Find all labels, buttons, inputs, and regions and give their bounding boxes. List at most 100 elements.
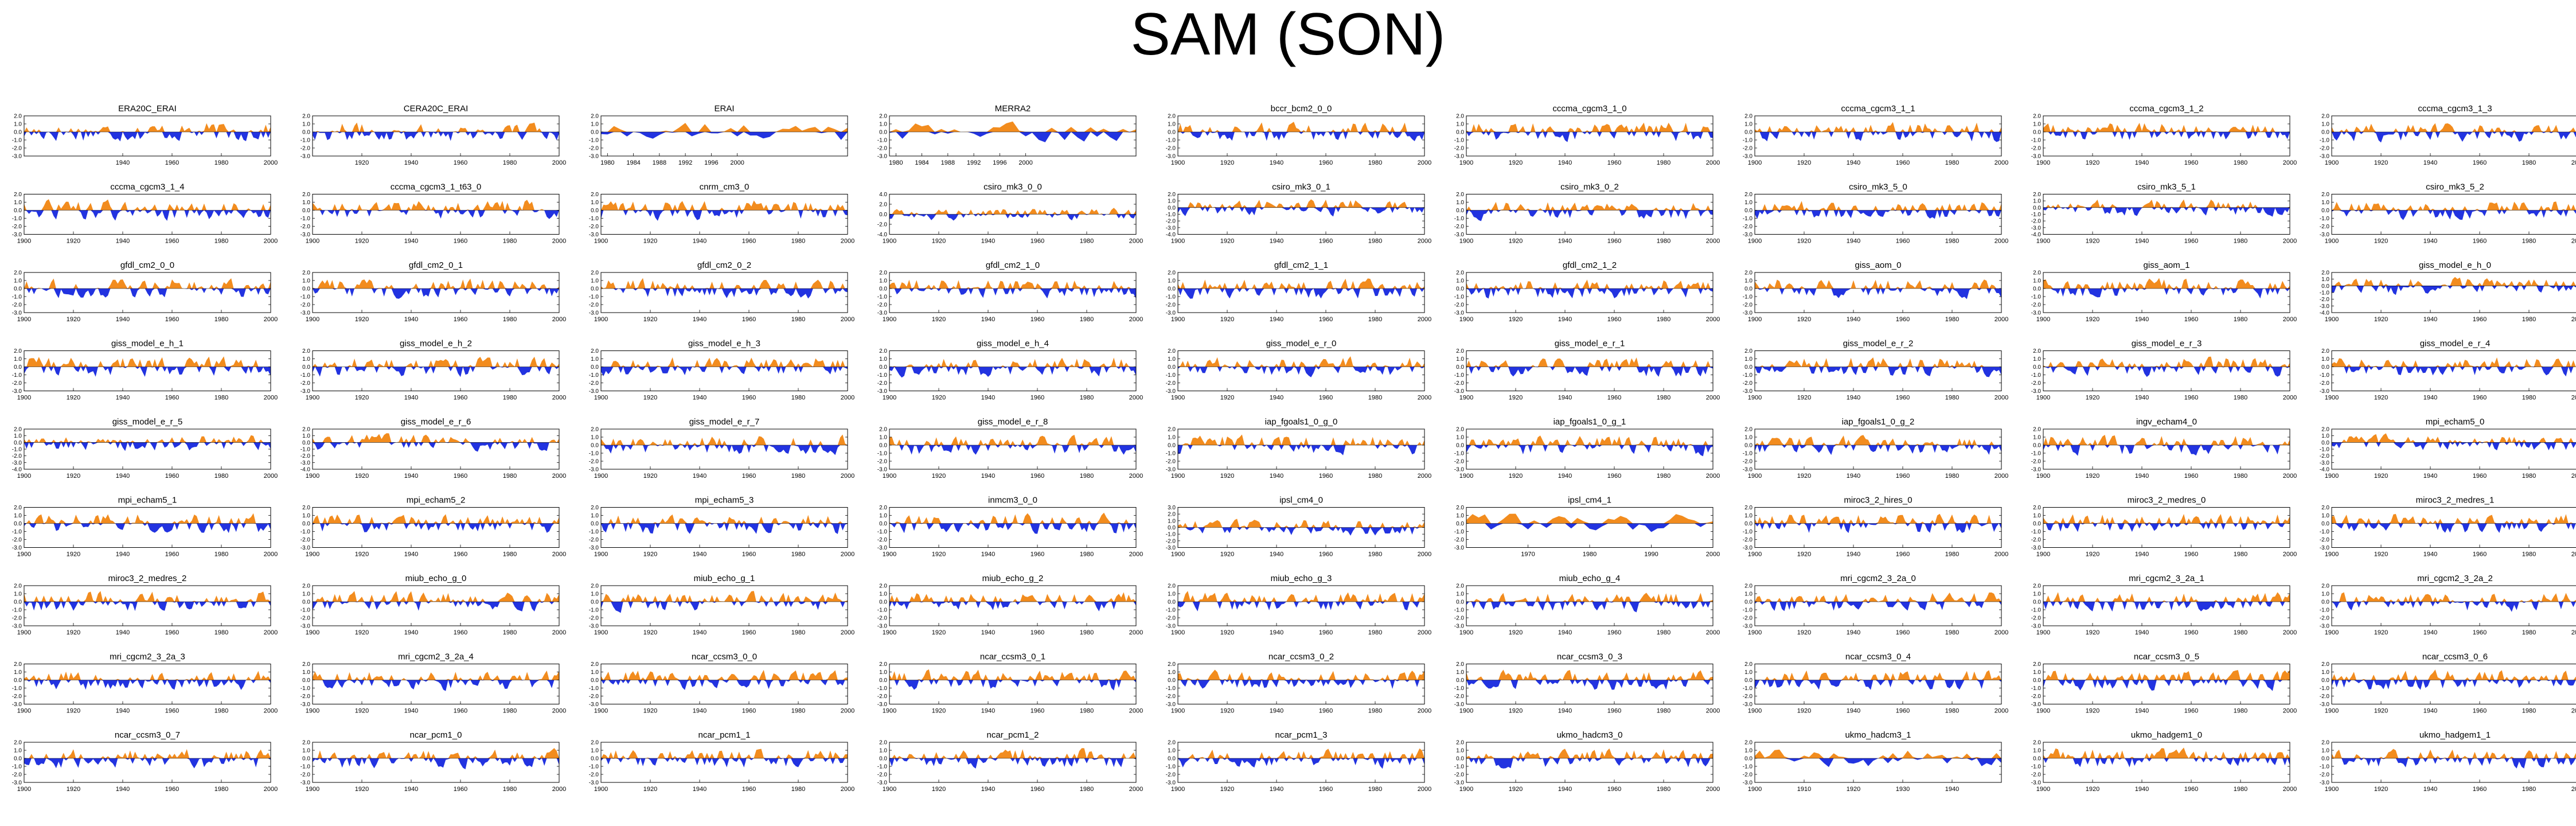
x-tick-label: 1980	[2522, 473, 2536, 480]
x-tick-label: 2000	[2283, 629, 2297, 636]
plot-frame	[600, 194, 848, 235]
x-tick-label: 1920	[2086, 159, 2099, 166]
y-tick-label: 2.0	[302, 270, 310, 276]
y-tick-label: -3.0	[2031, 780, 2042, 786]
y-tick-label: 0.0	[302, 756, 310, 762]
panel-giss-model-e-h-4: giss_model_e_h_4 2.0 1.00.0-1.0-2.0-3.0190…	[877, 339, 1143, 402]
x-tick-label: 1980	[791, 629, 805, 636]
y-tick-label: -3.0	[12, 702, 22, 708]
y-tick-label: -4.0	[300, 467, 311, 473]
x-tick-label: 1920	[643, 238, 657, 245]
y-tick-label: -1.0	[300, 138, 311, 144]
y-tick-label: -3.0	[1166, 467, 1176, 473]
y-tick-label: 1.0	[14, 669, 22, 676]
negative-area	[2043, 680, 2290, 691]
x-tick-label: 1980	[1657, 629, 1671, 636]
y-tick-label: -2.0	[2320, 146, 2330, 152]
y-tick-label: 0.0	[1744, 443, 1753, 449]
x-tick-label: 1940	[693, 473, 707, 480]
y-tick-label: -1.0	[12, 294, 22, 301]
x-tick-label: 1940	[1847, 551, 1860, 558]
x-tick-label: 1920	[1797, 629, 1811, 636]
x-tick-label: 1940	[981, 473, 995, 480]
x-tick-label: 2000	[841, 708, 854, 715]
positive-area	[1755, 122, 2001, 132]
x-tick-label: 1900	[17, 629, 31, 636]
x-tick-label: 1900	[2325, 473, 2339, 480]
x-tick-label: 2000	[1995, 395, 2008, 402]
panel-title: CERA20C_ERAI	[404, 104, 469, 114]
x-tick-label: 2000	[1995, 473, 2008, 480]
panel-title: giss_aom_1	[2144, 260, 2190, 270]
y-tick-label: 2.0	[1168, 512, 1176, 518]
y-tick-label: 2.0	[591, 505, 599, 511]
negative-area	[24, 289, 271, 298]
panel-title: csiro_mk3_0_0	[983, 182, 1042, 192]
negative-area	[313, 523, 559, 533]
x-tick-label: 1960	[2184, 629, 2198, 636]
y-tick-label: -3.0	[2320, 303, 2330, 310]
x-tick-label: 1920	[1797, 316, 1811, 323]
negative-area	[1466, 523, 1713, 532]
x-tick-label: 1940	[404, 629, 418, 636]
x-tick-label: 1940	[1847, 316, 1860, 323]
x-tick-label: 1980	[791, 708, 805, 715]
y-tick-label: 1.0	[1168, 518, 1176, 524]
negative-area	[2332, 758, 2576, 769]
y-tick-label: -1.0	[300, 685, 311, 692]
y-tick-label: 0.0	[302, 599, 310, 606]
plot-frame	[312, 507, 560, 548]
y-tick-label: -2.0	[589, 772, 599, 778]
y-tick-label: -1.0	[300, 447, 311, 453]
y-tick-label: 3.0	[1168, 505, 1176, 511]
positive-area	[313, 433, 559, 443]
x-tick-label: 2000	[1418, 708, 1431, 715]
x-tick-label: 1920	[932, 786, 946, 793]
x-tick-label: 1980	[1945, 238, 1959, 245]
panel-title: csiro_mk3_5_1	[2137, 182, 2196, 192]
x-tick-label: 1980	[1080, 473, 1094, 480]
panel-title: mpi_echam5_0	[2426, 417, 2485, 427]
plot-frame	[1177, 585, 1425, 626]
x-tick-label: 1960	[2473, 473, 2487, 480]
panel-title: giss_aom_0	[1855, 260, 1902, 270]
x-tick-label: 1940	[1847, 238, 1860, 245]
x-tick-label: 1960	[1607, 786, 1621, 793]
y-tick-label: 0.0	[14, 286, 22, 293]
y-tick-label: -1.0	[1743, 529, 1753, 535]
x-tick-label: 1940	[2423, 629, 2437, 636]
positive-area	[2043, 514, 2290, 524]
x-tick-label: 1980	[1080, 629, 1094, 636]
y-tick-label: 1.0	[1456, 200, 1464, 206]
y-tick-label: -2.0	[2031, 537, 2042, 543]
plot-frame	[2331, 585, 2576, 626]
y-tick-label: 1.0	[2033, 513, 2041, 519]
negative-area	[601, 680, 848, 690]
plot-frame	[1466, 742, 1714, 783]
positive-area	[601, 669, 848, 680]
panel-mri-cgcm2-3-2a-0: mri_cgcm2_3_2a_0 2.01.00.0-1.0-2.0 -3.0190…	[1743, 574, 2008, 636]
y-tick-label: -3.0	[2320, 154, 2330, 160]
negative-area	[1466, 132, 1713, 142]
y-tick-label: 2.0	[591, 114, 599, 120]
x-tick-label: 1900	[306, 708, 319, 715]
positive-area	[1755, 670, 2001, 680]
y-tick-label: -2.0	[1454, 772, 1465, 778]
negative-area	[889, 289, 1136, 299]
x-tick-label: 1980	[1368, 629, 1382, 636]
y-tick-label: -1.0	[1454, 607, 1465, 614]
x-tick-label: 1900	[306, 473, 319, 480]
panel-title: iap_fgoals1_0_g_0	[1265, 417, 1338, 427]
x-tick-label: 1920	[932, 316, 946, 323]
y-tick-label: -2.0	[12, 380, 22, 387]
panel-title: ipsl_cm4_1	[1568, 496, 1611, 505]
x-tick-label: 2000	[552, 786, 566, 793]
y-tick-label: -1.0	[1166, 685, 1176, 692]
panel-title: miub_echo_g_1	[694, 574, 755, 583]
